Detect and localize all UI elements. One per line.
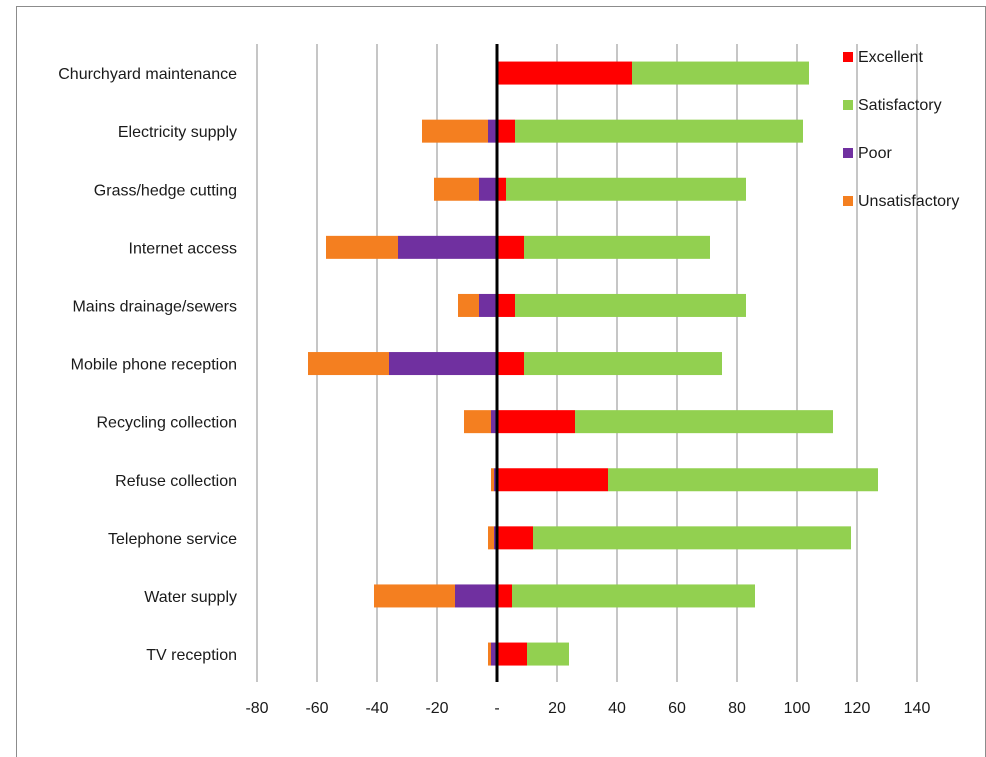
bar-unsatisfactory xyxy=(491,468,494,492)
bar-excellent xyxy=(497,177,506,201)
bar-satisfactory xyxy=(527,642,569,666)
category-label: Mobile phone reception xyxy=(71,357,237,374)
x-tick-label: 20 xyxy=(548,700,566,717)
category-label: Mains drainage/sewers xyxy=(72,298,237,315)
x-tick-label: 40 xyxy=(608,700,626,717)
bar-poor xyxy=(491,410,497,434)
bar-poor xyxy=(455,584,497,608)
bar-unsatisfactory xyxy=(464,410,491,434)
bar-excellent xyxy=(497,642,527,666)
x-tick-labels: -80 -60 -40 -20-20 40 60 80 100 120 140 xyxy=(245,700,930,717)
category-label: Telephone service xyxy=(108,531,237,548)
category-label: Churchyard maintenance xyxy=(58,66,237,83)
bar-unsatisfactory xyxy=(308,352,389,376)
bar-unsatisfactory xyxy=(488,526,494,550)
bar-satisfactory xyxy=(524,235,710,259)
x-tick-label: -20 xyxy=(425,700,448,717)
category-label: TV reception xyxy=(146,647,237,664)
bar-unsatisfactory xyxy=(488,642,491,666)
x-tick-label: -60 xyxy=(305,700,328,717)
category-labels: Churchyard maintenance Electricity supply… xyxy=(58,66,237,664)
legend-label: Excellent xyxy=(858,49,923,66)
legend-swatch xyxy=(843,52,853,62)
bar-excellent xyxy=(497,584,512,608)
bar-excellent xyxy=(497,468,608,492)
x-tick-label: - xyxy=(494,700,499,717)
x-tick-label: 140 xyxy=(904,700,931,717)
bar-poor xyxy=(389,352,497,376)
bar-unsatisfactory xyxy=(422,119,488,143)
bar-excellent xyxy=(497,526,533,550)
bar-excellent xyxy=(497,119,515,143)
bar-satisfactory xyxy=(515,293,746,317)
bar-satisfactory xyxy=(512,584,755,608)
x-tick-label: 120 xyxy=(844,700,871,717)
bar-satisfactory xyxy=(608,468,878,492)
x-tick-label: 80 xyxy=(728,700,746,717)
bar-excellent xyxy=(497,61,632,85)
bars xyxy=(308,61,878,666)
bar-poor xyxy=(398,235,497,259)
bar-excellent xyxy=(497,293,515,317)
bar-poor xyxy=(479,177,497,201)
bar-unsatisfactory xyxy=(458,293,479,317)
category-label: Recycling collection xyxy=(96,415,237,432)
x-tick-label: -80 xyxy=(245,700,268,717)
bar-excellent xyxy=(497,410,575,434)
bar-satisfactory xyxy=(632,61,809,85)
legend-label: Poor xyxy=(858,145,892,162)
bar-unsatisfactory xyxy=(374,584,455,608)
legend-label: Satisfactory xyxy=(858,97,942,114)
bar-poor xyxy=(488,119,497,143)
bar-satisfactory xyxy=(575,410,833,434)
bar-excellent xyxy=(497,235,524,259)
category-label: Refuse collection xyxy=(115,473,237,490)
bar-satisfactory xyxy=(524,352,722,376)
x-tick-label: 60 xyxy=(668,700,686,717)
legend-label: Unsatisfactory xyxy=(858,193,959,210)
legend-swatch xyxy=(843,196,853,206)
bar-poor xyxy=(479,293,497,317)
bar-unsatisfactory xyxy=(434,177,479,201)
x-tick-label: -40 xyxy=(365,700,388,717)
bar-satisfactory xyxy=(533,526,851,550)
category-label: Grass/hedge cutting xyxy=(94,182,237,199)
legend: Excellent Satisfactory Poor Unsatisfactory xyxy=(843,49,959,210)
bar-unsatisfactory xyxy=(326,235,398,259)
bar-satisfactory xyxy=(506,177,746,201)
x-tick-label: 100 xyxy=(784,700,811,717)
bar-poor xyxy=(491,642,497,666)
bar-excellent xyxy=(497,352,524,376)
legend-swatch xyxy=(843,148,853,158)
category-label: Electricity supply xyxy=(118,124,237,141)
legend-swatch xyxy=(843,100,853,110)
category-label: Internet access xyxy=(129,240,238,257)
bar-satisfactory xyxy=(515,119,803,143)
category-label: Water supply xyxy=(144,589,237,606)
